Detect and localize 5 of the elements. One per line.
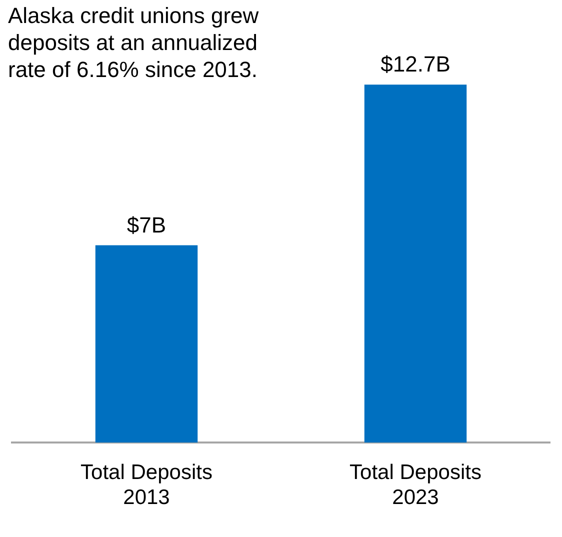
data-label: $7B xyxy=(126,212,166,238)
x-tick-label: Total Deposits 2023 xyxy=(350,460,482,510)
data-label: $12.7B xyxy=(380,52,450,77)
x-tick-label: Total Deposits 2013 xyxy=(80,460,212,510)
text: Alaska credit unions grew deposits at an annualized rate of 6.16% since 2013. xyxy=(8,2,260,83)
